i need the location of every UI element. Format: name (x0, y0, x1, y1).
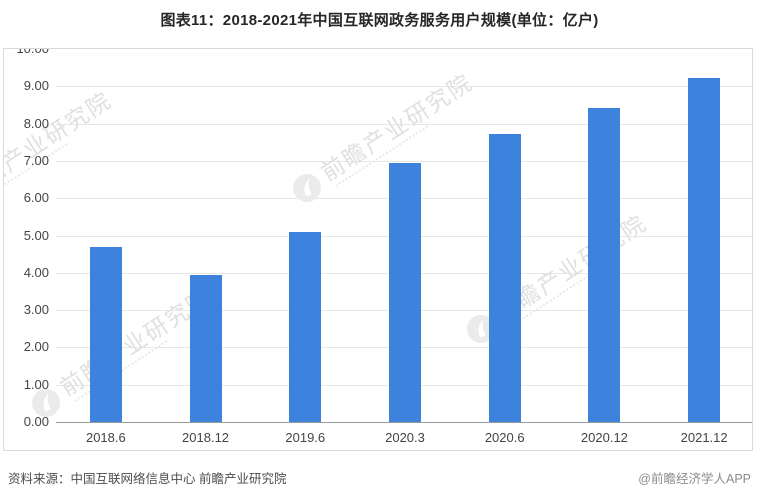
y-axis-tick-label: 3.00 (23, 302, 49, 318)
bar-2021.12 (688, 78, 721, 422)
x-axis-tick-label: 2019.6 (285, 429, 326, 445)
gridline (56, 86, 752, 88)
y-axis-tick-label: 9.00 (23, 78, 49, 94)
bar-2018.12 (189, 275, 222, 422)
x-axis-tick-label: 2018.6 (85, 429, 126, 445)
x-axis-tick-label: 2020.3 (385, 429, 425, 445)
chart-title: 图表11：2018-2021年中国互联网政务服务用户规模(单位：亿户) (160, 12, 599, 29)
bar-2018.6 (89, 246, 122, 422)
y-axis-tick-label: 0.00 (23, 414, 49, 429)
y-axis-tick-label: 1.00 (23, 376, 49, 392)
y-axis-tick-label: 2.00 (23, 339, 49, 355)
watermark-text: 前瞻产业研究院 (3, 86, 117, 204)
gridline (56, 123, 752, 125)
brand-note: @前瞻经济学人APP (638, 472, 751, 486)
x-axis-tick-label: 2020.6 (484, 429, 525, 445)
gridline (56, 160, 752, 162)
bar-2020.6 (488, 133, 521, 422)
x-axis-line (56, 422, 752, 423)
source-note: 资料来源：中国互联网络信息中心 前瞻产业研究院 (8, 472, 287, 486)
y-axis-tick-label: 5.00 (23, 227, 49, 243)
x-axis-tick-label: 2021.12 (680, 429, 728, 445)
y-axis-tick-label: 4.00 (23, 264, 49, 280)
y-axis-tick-label: 8.00 (23, 115, 49, 131)
plot-area: 前瞻产业研究院 前瞻产业研究院 前瞻产业研究院 前瞻产业研究院 10.00 9.00 8.0… (3, 48, 753, 451)
bar-2020.3 (389, 163, 421, 422)
y-axis-tick-label: 10.00 (16, 48, 49, 56)
x-axis-tick-label: 2018.12 (182, 429, 230, 445)
qianzhan-logo-icon (293, 173, 321, 202)
bar-2019.6 (289, 232, 322, 422)
y-axis-tick-label: 7.00 (23, 152, 49, 168)
bar-2020.12 (588, 107, 621, 422)
x-axis-tick-label: 2020.12 (580, 429, 628, 445)
y-axis-tick-label: 6.00 (23, 190, 49, 206)
